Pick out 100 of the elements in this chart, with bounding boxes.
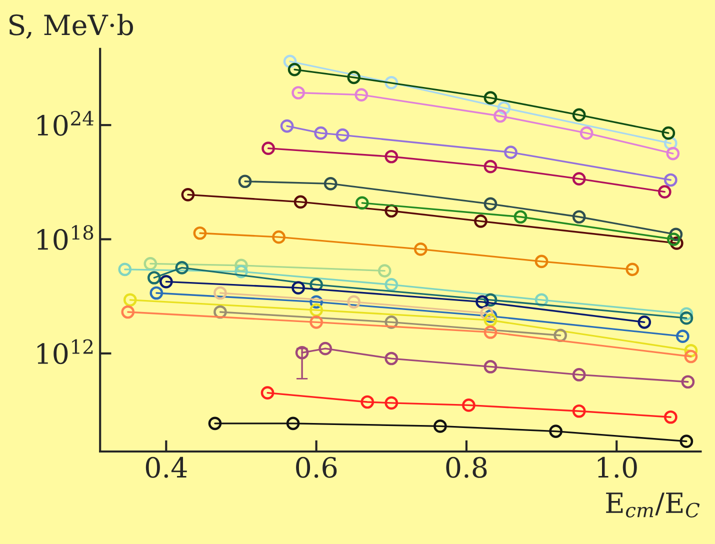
point — [664, 136, 678, 150]
point — [208, 416, 222, 430]
point — [292, 281, 305, 294]
y-tick-label: 10$^{18}$ — [38, 225, 94, 250]
y-axis-title: S, MeV·b — [9, 14, 133, 39]
point — [384, 352, 398, 366]
point — [484, 293, 498, 307]
point — [181, 188, 195, 202]
point — [484, 91, 498, 105]
point — [294, 195, 308, 209]
point — [384, 150, 398, 164]
point — [462, 398, 476, 412]
point — [484, 160, 498, 174]
point — [681, 375, 695, 389]
point — [234, 264, 248, 278]
point — [288, 62, 302, 76]
point — [669, 228, 683, 242]
point — [354, 88, 368, 102]
point — [680, 307, 694, 321]
point — [476, 295, 489, 309]
point — [378, 264, 392, 278]
point — [572, 368, 586, 382]
point — [676, 330, 690, 344]
point — [484, 326, 498, 339]
point — [260, 386, 274, 400]
point — [310, 295, 323, 309]
point — [121, 305, 135, 319]
point — [549, 424, 562, 438]
point — [347, 295, 361, 309]
point — [314, 126, 328, 140]
point — [324, 177, 338, 190]
point — [474, 214, 488, 228]
point — [310, 315, 323, 329]
point — [664, 173, 678, 187]
point — [280, 119, 294, 133]
y-tick-label: 10$^{24}$ — [38, 110, 94, 136]
x-tick-label: 0.6 — [296, 456, 337, 478]
point — [684, 350, 698, 364]
point — [384, 76, 398, 90]
point — [295, 346, 309, 360]
point — [193, 226, 207, 240]
point — [680, 311, 694, 325]
point — [572, 108, 586, 122]
point — [214, 305, 227, 319]
point — [292, 86, 305, 100]
point — [384, 396, 398, 410]
point — [336, 128, 350, 142]
point — [662, 126, 676, 140]
x-tick-label: 0.8 — [446, 456, 487, 478]
x-axis-title: E$_{cm}$/E$_{C}$ — [606, 492, 700, 518]
point — [514, 210, 528, 224]
point — [262, 142, 275, 155]
x-tick-label: 0.4 — [146, 456, 187, 478]
point — [150, 286, 164, 300]
point — [238, 174, 252, 188]
point — [667, 232, 680, 246]
y-tick-label: 10$^{12}$ — [38, 339, 93, 364]
point — [680, 434, 694, 448]
point — [175, 261, 189, 274]
x-tick-label: 1.0 — [598, 456, 637, 478]
point — [160, 275, 173, 288]
point — [670, 236, 684, 250]
point — [580, 126, 594, 140]
point — [286, 416, 300, 430]
point — [310, 303, 323, 317]
point — [572, 172, 586, 186]
point — [318, 342, 332, 356]
point — [272, 230, 286, 244]
point — [626, 262, 640, 276]
point — [534, 293, 548, 307]
point — [666, 146, 680, 160]
point — [355, 196, 369, 210]
point — [658, 185, 672, 199]
point — [414, 242, 428, 256]
point — [497, 101, 511, 115]
point — [123, 293, 137, 307]
point — [283, 54, 297, 68]
point — [434, 420, 447, 433]
point — [504, 146, 518, 159]
point — [384, 315, 398, 329]
point — [384, 204, 398, 218]
point — [684, 344, 698, 358]
point — [484, 197, 498, 211]
point — [572, 210, 586, 224]
point — [234, 258, 248, 272]
point — [638, 315, 652, 329]
point — [214, 286, 227, 300]
point — [534, 254, 548, 268]
point — [310, 278, 323, 292]
point — [484, 360, 498, 374]
point — [484, 309, 498, 323]
point — [360, 395, 374, 409]
point — [144, 257, 158, 270]
point — [480, 306, 494, 320]
point — [118, 262, 132, 276]
point — [572, 404, 586, 418]
point — [664, 410, 678, 424]
point — [484, 313, 498, 327]
point — [554, 328, 567, 342]
point — [347, 70, 361, 84]
